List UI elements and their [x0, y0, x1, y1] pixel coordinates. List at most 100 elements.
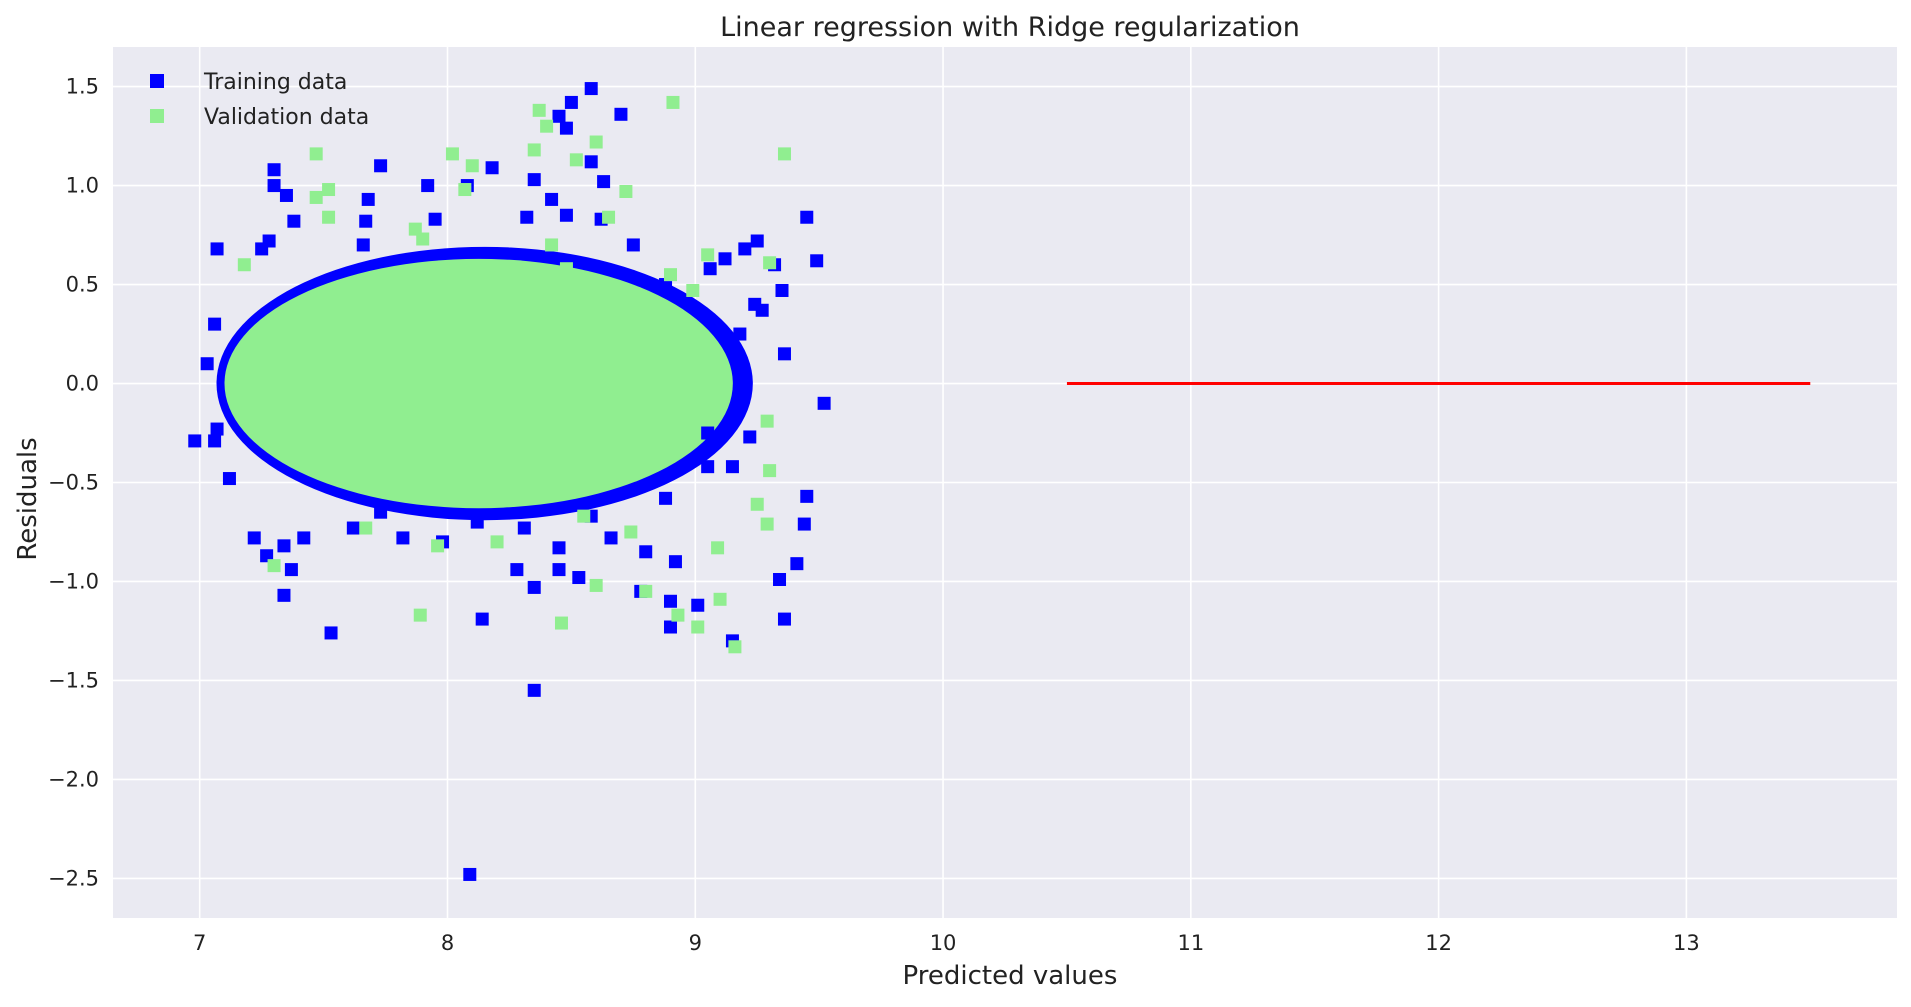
- validation-point: [577, 509, 591, 523]
- y-tick-label: 0.5: [66, 273, 99, 297]
- training-point: [755, 303, 769, 317]
- training-point: [564, 95, 578, 109]
- training-point: [559, 121, 573, 135]
- validation-point: [431, 539, 445, 553]
- validation-point: [624, 525, 638, 539]
- training-point: [597, 175, 611, 189]
- training-point: [396, 531, 410, 545]
- training-point: [790, 557, 804, 571]
- training-point: [485, 161, 499, 175]
- training-point: [267, 163, 281, 177]
- training-point: [374, 159, 388, 173]
- training-point: [725, 460, 739, 474]
- validation-point: [760, 517, 774, 531]
- training-point: [701, 426, 715, 440]
- validation-point: [728, 640, 742, 654]
- training-point: [777, 612, 791, 626]
- y-axis-label: Residuals: [13, 437, 43, 560]
- validation-point: [359, 521, 373, 535]
- validation-point: [309, 190, 323, 204]
- training-point: [559, 208, 573, 222]
- x-tick-label: 13: [1673, 931, 1700, 955]
- validation-point: [691, 620, 705, 634]
- training-point: [733, 327, 747, 341]
- validation-point: [532, 103, 546, 117]
- x-tick-label: 7: [193, 931, 206, 955]
- training-point: [527, 580, 541, 594]
- validation-point: [554, 616, 568, 630]
- validation-point: [527, 143, 541, 157]
- training-point: [346, 521, 360, 535]
- training-point: [691, 598, 705, 612]
- training-point: [626, 238, 640, 252]
- validation-point: [686, 283, 700, 297]
- training-point: [210, 422, 224, 436]
- training-point: [324, 626, 338, 640]
- training-point: [279, 188, 293, 202]
- training-point: [664, 594, 677, 608]
- legend-marker-validation: [150, 109, 164, 123]
- training-point: [284, 563, 298, 577]
- training-point: [527, 173, 541, 187]
- legend-marker-training: [150, 74, 164, 88]
- training-point: [659, 491, 673, 505]
- training-point: [208, 434, 222, 448]
- training-point: [421, 179, 435, 193]
- training-point: [773, 572, 787, 586]
- y-tick-label: −1.5: [48, 668, 99, 692]
- y-tick-label: 1.0: [66, 174, 99, 198]
- x-axis-ticks: 7 8 9 10 11 12 13: [193, 931, 1700, 955]
- validation-point: [559, 262, 573, 276]
- training-point: [800, 210, 814, 224]
- training-point: [277, 588, 291, 602]
- training-point: [260, 549, 274, 563]
- training-point: [297, 531, 311, 545]
- x-tick-label: 10: [930, 931, 957, 955]
- x-tick-label: 11: [1177, 931, 1204, 955]
- training-point: [552, 563, 566, 577]
- training-point: [552, 541, 566, 555]
- training-point: [210, 242, 224, 256]
- training-point: [517, 521, 531, 535]
- training-point: [572, 571, 586, 585]
- x-tick-label: 9: [689, 931, 702, 955]
- x-tick-label: 12: [1425, 931, 1452, 955]
- y-tick-label: −1.0: [48, 569, 99, 593]
- y-tick-label: −2.0: [48, 767, 99, 791]
- scatter-cluster-band: [216, 246, 753, 521]
- training-point: [777, 347, 791, 361]
- validation-point: [760, 414, 774, 428]
- training-point: [738, 242, 752, 256]
- training-point: [361, 192, 375, 206]
- validation-point: [322, 210, 336, 224]
- training-point: [775, 283, 789, 297]
- validation-point: [664, 268, 677, 282]
- training-point: [262, 234, 276, 248]
- training-point: [287, 214, 301, 228]
- validation-point: [750, 497, 764, 511]
- validation-point: [540, 119, 554, 133]
- training-point: [584, 155, 598, 169]
- training-point: [545, 192, 559, 206]
- x-tick-label: 8: [441, 931, 454, 955]
- training-point: [584, 82, 598, 96]
- validation-point: [711, 541, 725, 555]
- validation-point: [267, 559, 281, 573]
- validation-point: [545, 238, 559, 252]
- training-point: [200, 357, 214, 371]
- validation-point: [602, 210, 616, 224]
- y-tick-label: −0.5: [48, 471, 99, 495]
- training-point: [356, 238, 370, 252]
- training-point: [475, 612, 489, 626]
- scatter-points: [188, 82, 831, 881]
- legend: Training data Validation data: [150, 70, 369, 130]
- training-point: [247, 531, 261, 545]
- training-point: [188, 434, 202, 448]
- validation-point: [322, 183, 336, 197]
- training-point: [750, 234, 764, 248]
- training-point: [703, 262, 717, 276]
- training-point: [374, 505, 388, 519]
- training-point: [428, 212, 442, 226]
